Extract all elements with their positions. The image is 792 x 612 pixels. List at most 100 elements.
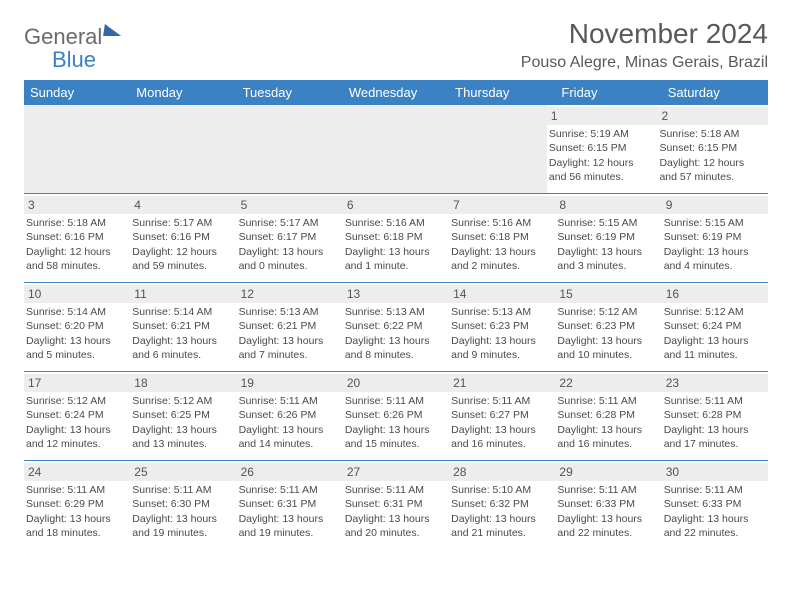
day-number-row: 5 [237,196,343,214]
sunrise-line: Sunrise: 5:11 AM [557,483,657,497]
day-number: 1 [551,109,558,123]
day-info: Sunrise: 5:11 AMSunset: 6:31 PMDaylight:… [239,483,339,540]
day-cell: 25Sunrise: 5:11 AMSunset: 6:30 PMDayligh… [130,461,236,549]
day-cell: 7Sunrise: 5:16 AMSunset: 6:18 PMDaylight… [449,194,555,282]
logo-flag-icon [103,24,123,36]
day-info: Sunrise: 5:11 AMSunset: 6:26 PMDaylight:… [239,394,339,451]
sunrise-line: Sunrise: 5:18 AM [26,216,126,230]
day-cell: 15 Sunrise: 5:12 AMSunset: 6:23 PMDayligh… [555,283,661,371]
day-info: Sunrise: 5:14 AMSunset: 6:21 PMDaylight:… [132,305,232,362]
sunrise-line: Sunrise: 5:18 AM [659,127,764,141]
day-number: 9 [666,198,673,212]
sunrise-line: Sunrise: 5:11 AM [345,483,445,497]
empty-day [233,105,338,193]
sunset-line: Sunset: 6:21 PM [239,319,339,333]
daylight-line: Daylight: 12 hours and 56 minutes. [549,156,654,184]
calendar: SundayMondayTuesdayWednesdayThursdayFrid… [24,80,768,549]
sunrise-line: Sunrise: 5:14 AM [26,305,126,319]
day-number-row: 4 [130,196,236,214]
sunrise-line: Sunrise: 5:16 AM [451,216,551,230]
day-info: Sunrise: 5:11 AMSunset: 6:28 PMDaylight:… [557,394,657,451]
day-number-row: 30 [662,463,768,481]
day-number-row: 22 [555,374,661,392]
day-number: 23 [666,376,679,390]
daylight-line: Daylight: 12 hours and 58 minutes. [26,245,126,273]
day-number-row: 10 [24,285,130,303]
day-cell: 23Sunrise: 5:11 AMSunset: 6:28 PMDayligh… [662,372,768,460]
sunrise-line: Sunrise: 5:13 AM [451,305,551,319]
day-number: 6 [347,198,354,212]
day-cell: 9Sunrise: 5:15 AMSunset: 6:19 PMDaylight… [662,194,768,282]
daylight-line: Daylight: 13 hours and 6 minutes. [132,334,232,362]
sunset-line: Sunset: 6:32 PM [451,497,551,511]
day-cell: 4Sunrise: 5:17 AMSunset: 6:16 PMDaylight… [130,194,236,282]
sunrise-line: Sunrise: 5:11 AM [345,394,445,408]
week-row: 3 Sunrise: 5:18 AMSunset: 6:16 PMDaylight… [24,193,768,282]
logo-text-blue: Blue [52,47,96,72]
day-info: Sunrise: 5:16 AMSunset: 6:18 PMDaylight:… [451,216,551,273]
day-number-row: 13 [343,285,449,303]
day-number: 15 [559,287,572,301]
sunset-line: Sunset: 6:31 PM [239,497,339,511]
sunrise-line: Sunrise: 5:15 AM [664,216,764,230]
day-number: 19 [241,376,254,390]
day-number: 12 [241,287,254,301]
day-cell: 2Sunrise: 5:18 AMSunset: 6:15 PMDaylight… [657,105,768,193]
day-number-row: 28 [449,463,555,481]
sunset-line: Sunset: 6:18 PM [451,230,551,244]
day-info: Sunrise: 5:13 AMSunset: 6:21 PMDaylight:… [239,305,339,362]
day-cell: 29Sunrise: 5:11 AMSunset: 6:33 PMDayligh… [555,461,661,549]
sunset-line: Sunset: 6:27 PM [451,408,551,422]
day-info: Sunrise: 5:11 AMSunset: 6:31 PMDaylight:… [345,483,445,540]
day-number-row: 25 [130,463,236,481]
daylight-line: Daylight: 13 hours and 12 minutes. [26,423,126,451]
sunset-line: Sunset: 6:28 PM [664,408,764,422]
sunset-line: Sunset: 6:24 PM [26,408,126,422]
day-number: 29 [559,465,572,479]
day-header: Saturday [662,80,768,105]
day-cell: 27 Sunrise: 5:11 AMSunset: 6:31 PMDayligh… [343,461,449,549]
sunset-line: Sunset: 6:31 PM [345,497,445,511]
day-info: Sunrise: 5:12 AMSunset: 6:23 PMDaylight:… [557,305,657,362]
day-cell: 10Sunrise: 5:14 AMSunset: 6:20 PMDayligh… [24,283,130,371]
day-cell: 6Sunrise: 5:16 AMSunset: 6:18 PMDaylight… [343,194,449,282]
daylight-line: Daylight: 13 hours and 5 minutes. [26,334,126,362]
day-number-row: 1 [547,107,658,125]
day-cell: 12 Sunrise: 5:13 AMSunset: 6:21 PMDayligh… [237,283,343,371]
day-info: Sunrise: 5:15 AMSunset: 6:19 PMDaylight:… [557,216,657,273]
day-number: 27 [347,465,360,479]
day-number-row: 23 [662,374,768,392]
daylight-line: Daylight: 13 hours and 16 minutes. [451,423,551,451]
sunrise-line: Sunrise: 5:12 AM [26,394,126,408]
sunset-line: Sunset: 6:26 PM [345,408,445,422]
day-cell: 8 Sunrise: 5:15 AMSunset: 6:19 PMDaylight… [555,194,661,282]
day-number-row: 12 [237,285,343,303]
day-number: 13 [347,287,360,301]
day-info: Sunrise: 5:17 AMSunset: 6:17 PMDaylight:… [239,216,339,273]
day-number: 2 [661,109,668,123]
day-cell: 13 Sunrise: 5:13 AMSunset: 6:22 PMDayligh… [343,283,449,371]
day-info: Sunrise: 5:13 AMSunset: 6:22 PMDaylight:… [345,305,445,362]
week-row: 24Sunrise: 5:11 AMSunset: 6:29 PMDayligh… [24,460,768,549]
day-header: Thursday [449,80,555,105]
daylight-line: Daylight: 13 hours and 14 minutes. [239,423,339,451]
day-info: Sunrise: 5:18 AMSunset: 6:16 PMDaylight:… [26,216,126,273]
daylight-line: Daylight: 13 hours and 2 minutes. [451,245,551,273]
day-number: 22 [559,376,572,390]
day-number: 30 [666,465,679,479]
day-number: 14 [453,287,466,301]
day-number-row: 6 [343,196,449,214]
day-number-row: 8 [555,196,661,214]
day-number: 8 [559,198,566,212]
day-info: Sunrise: 5:13 AMSunset: 6:23 PMDaylight:… [451,305,551,362]
daylight-line: Daylight: 13 hours and 20 minutes. [345,512,445,540]
day-cell: 30Sunrise: 5:11 AMSunset: 6:33 PMDayligh… [662,461,768,549]
daylight-line: Daylight: 13 hours and 22 minutes. [557,512,657,540]
daylight-line: Daylight: 13 hours and 0 minutes. [239,245,339,273]
day-number-row: 3 [24,196,130,214]
daylight-line: Daylight: 13 hours and 22 minutes. [664,512,764,540]
location: Pouso Alegre, Minas Gerais, Brazil [521,54,768,72]
daylight-line: Daylight: 13 hours and 4 minutes. [664,245,764,273]
day-cell: 5 Sunrise: 5:17 AMSunset: 6:17 PMDaylight… [237,194,343,282]
day-cell: 21Sunrise: 5:11 AMSunset: 6:27 PMDayligh… [449,372,555,460]
